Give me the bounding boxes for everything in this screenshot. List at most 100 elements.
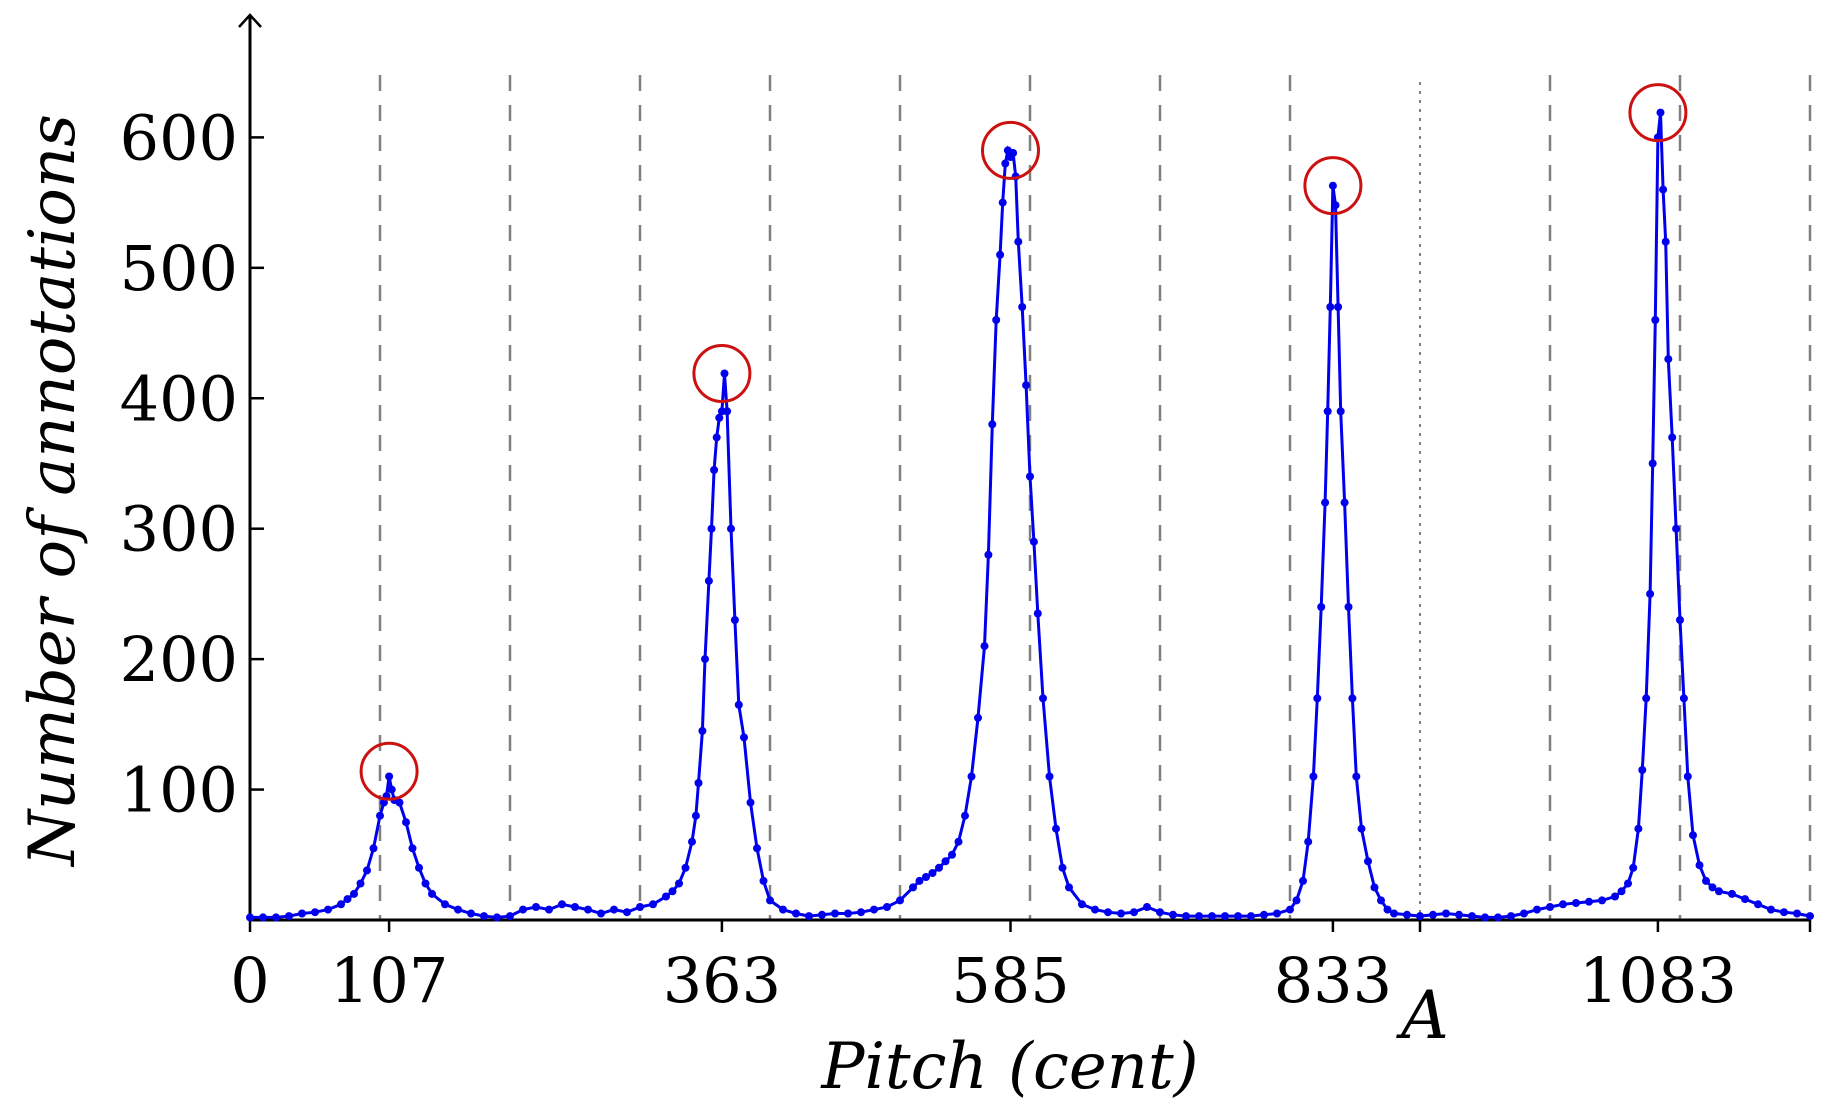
data-point bbox=[1286, 905, 1294, 914]
data-point bbox=[1370, 883, 1379, 892]
data-point bbox=[649, 900, 657, 909]
data-point bbox=[844, 909, 852, 918]
peak-marker bbox=[1628, 83, 1688, 143]
data-point bbox=[1260, 910, 1268, 919]
ticks: 100 200 300 400 500 600 0 107 363 585 833 1083 bbox=[120, 101, 1812, 1017]
data-point bbox=[387, 785, 396, 794]
data-point bbox=[740, 733, 748, 742]
data-point bbox=[369, 844, 378, 853]
data-point bbox=[1377, 896, 1385, 905]
data-point bbox=[1344, 603, 1353, 611]
data-point bbox=[558, 900, 566, 909]
gridlines bbox=[378, 75, 1812, 920]
data-point bbox=[571, 903, 579, 911]
data-point bbox=[922, 873, 930, 881]
data-point bbox=[883, 903, 891, 911]
data-point bbox=[337, 900, 345, 909]
data-point bbox=[1014, 237, 1023, 246]
data-point bbox=[402, 818, 410, 827]
data-point bbox=[1806, 912, 1814, 921]
data-point bbox=[623, 908, 631, 917]
data-point bbox=[701, 655, 709, 664]
data-point bbox=[1208, 912, 1216, 921]
data-point bbox=[1340, 498, 1349, 507]
y-tick-label: 300 bbox=[120, 493, 238, 566]
x-tick-label: 833 bbox=[1274, 944, 1392, 1017]
data-point bbox=[1143, 903, 1151, 911]
data-point bbox=[1572, 899, 1580, 907]
data-point bbox=[272, 913, 280, 922]
y-axis-arrow-icon bbox=[238, 13, 262, 28]
data-point bbox=[1416, 912, 1424, 921]
data-point bbox=[1045, 772, 1054, 781]
peak-marker bbox=[692, 343, 752, 403]
data-point bbox=[1780, 908, 1788, 917]
data-point bbox=[1221, 912, 1229, 921]
data-point bbox=[1646, 589, 1655, 598]
data-point bbox=[662, 892, 670, 901]
data-point bbox=[1468, 912, 1476, 921]
data-point bbox=[1683, 772, 1692, 781]
data-point bbox=[1676, 616, 1684, 624]
peak-marker bbox=[981, 120, 1040, 180]
data-point bbox=[545, 905, 553, 914]
data-point bbox=[1313, 694, 1322, 703]
data-point bbox=[831, 909, 839, 918]
data-point bbox=[1429, 910, 1437, 919]
data-point bbox=[1651, 316, 1660, 324]
data-point bbox=[1689, 831, 1697, 840]
data-point bbox=[734, 700, 743, 709]
data-point bbox=[992, 316, 1001, 324]
data-point bbox=[311, 908, 319, 917]
data-point bbox=[1336, 407, 1345, 416]
data-point bbox=[984, 550, 993, 559]
data-point bbox=[746, 798, 755, 807]
data-point bbox=[1247, 912, 1255, 921]
data-point bbox=[1481, 913, 1489, 922]
data-point bbox=[1334, 303, 1343, 311]
data-point bbox=[259, 913, 267, 922]
data-point bbox=[1634, 824, 1643, 833]
data-point bbox=[980, 642, 989, 651]
data-point bbox=[1617, 887, 1626, 896]
y-tick-label: 100 bbox=[120, 754, 238, 827]
x-tick-label: 585 bbox=[951, 944, 1069, 1017]
data-point bbox=[454, 905, 462, 914]
data-point bbox=[1659, 185, 1668, 194]
data-point bbox=[818, 910, 826, 919]
data-point bbox=[1195, 912, 1203, 921]
data-point bbox=[395, 798, 404, 807]
data-point bbox=[909, 883, 917, 892]
data-point bbox=[597, 909, 605, 918]
data-point bbox=[753, 844, 761, 853]
data-point bbox=[896, 896, 904, 905]
data-point bbox=[1273, 909, 1281, 918]
data-point bbox=[1656, 108, 1665, 117]
data-point bbox=[584, 905, 592, 914]
data-point bbox=[1364, 857, 1372, 866]
data-point bbox=[493, 913, 501, 922]
data-point bbox=[428, 889, 436, 898]
data-point bbox=[779, 905, 787, 914]
data-point bbox=[1668, 433, 1677, 442]
data-point bbox=[698, 726, 707, 735]
data-point bbox=[704, 576, 713, 585]
x-axis-title: Pitch (cent) bbox=[820, 1030, 1198, 1104]
data-point bbox=[441, 900, 449, 909]
data-point bbox=[246, 913, 254, 922]
data-point bbox=[1058, 863, 1067, 872]
data-point bbox=[1104, 908, 1112, 917]
data-point bbox=[1403, 910, 1411, 919]
data-point bbox=[870, 905, 878, 914]
data-point bbox=[1348, 694, 1357, 703]
data-point bbox=[681, 863, 690, 872]
data-point bbox=[1679, 694, 1688, 703]
data-point bbox=[712, 433, 721, 442]
x-tick-label: 0 bbox=[230, 944, 269, 1017]
data-point bbox=[1741, 895, 1749, 904]
data-point bbox=[1304, 837, 1313, 846]
data-point bbox=[1065, 883, 1073, 892]
data-point bbox=[1708, 883, 1717, 892]
data-point bbox=[1546, 903, 1554, 911]
data-point bbox=[1702, 876, 1710, 885]
